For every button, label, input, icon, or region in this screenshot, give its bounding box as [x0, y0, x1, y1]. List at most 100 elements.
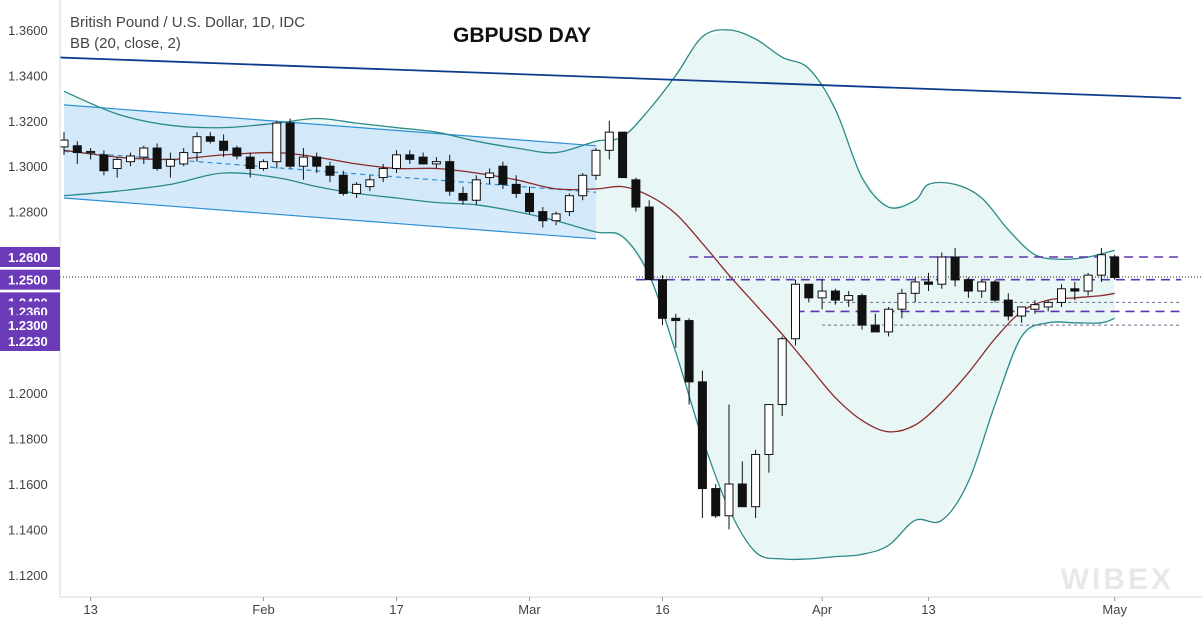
candle[interactable] — [205, 132, 215, 144]
candle[interactable] — [684, 318, 694, 405]
candle[interactable] — [777, 336, 787, 416]
candle[interactable] — [551, 211, 561, 226]
candle[interactable] — [485, 168, 495, 185]
candle[interactable] — [618, 131, 628, 179]
candle[interactable] — [165, 152, 175, 178]
candle[interactable] — [937, 252, 947, 289]
candle[interactable] — [245, 152, 255, 178]
candle[interactable] — [392, 150, 401, 174]
candle-body — [59, 139, 69, 148]
candle[interactable] — [232, 145, 242, 160]
candle[interactable] — [1003, 293, 1013, 321]
candle-body — [365, 179, 375, 188]
time-tick-label: 17 — [389, 602, 403, 617]
price-tag[interactable]: 1.2600 — [0, 247, 60, 267]
candle-body — [591, 149, 601, 176]
candle[interactable] — [977, 279, 987, 298]
candle[interactable] — [1096, 247, 1106, 282]
candle[interactable] — [870, 313, 880, 333]
candle[interactable] — [112, 157, 122, 178]
price-tag-bg — [0, 269, 60, 290]
candle[interactable] — [445, 154, 455, 196]
candle-body — [977, 281, 987, 292]
candle[interactable] — [724, 404, 734, 530]
candle[interactable] — [1083, 272, 1093, 296]
price-tag[interactable]: 1.2300 — [0, 315, 60, 336]
time-axis[interactable]: 13 Feb 17 Mar 16 Apr 13 May — [60, 596, 1202, 625]
price-tag[interactable]: 1.2500 — [0, 269, 60, 290]
candle[interactable] — [737, 461, 747, 508]
candle[interactable] — [830, 288, 840, 305]
candle[interactable] — [126, 152, 135, 167]
candle[interactable] — [431, 157, 441, 169]
candle[interactable] — [764, 404, 774, 473]
price-tick-label: 1.2000 — [8, 386, 48, 401]
candle[interactable] — [1110, 254, 1120, 280]
candle-body — [165, 158, 175, 167]
candle[interactable] — [671, 313, 681, 348]
candle[interactable] — [312, 152, 322, 174]
candle-body — [445, 161, 455, 192]
candle[interactable] — [285, 118, 295, 169]
candle[interactable] — [525, 186, 534, 214]
candle-body — [618, 131, 628, 179]
price-tag[interactable]: 1.2230 — [0, 330, 60, 351]
candle[interactable] — [352, 182, 362, 198]
candle[interactable] — [591, 148, 601, 180]
candle[interactable] — [365, 175, 375, 192]
candle[interactable] — [1070, 281, 1080, 301]
candle[interactable] — [697, 370, 707, 519]
candle[interactable] — [1030, 300, 1040, 314]
candle[interactable] — [604, 120, 614, 160]
candle[interactable] — [1017, 306, 1027, 323]
candle[interactable] — [325, 161, 335, 183]
candle[interactable] — [897, 288, 907, 319]
candle[interactable] — [644, 200, 654, 281]
candle[interactable] — [791, 279, 800, 346]
candle[interactable] — [405, 150, 415, 164]
price-tick-label: 1.1200 — [8, 568, 48, 583]
candle[interactable] — [152, 143, 162, 171]
candle[interactable] — [298, 148, 308, 180]
candle[interactable] — [538, 207, 548, 228]
candle[interactable] — [564, 193, 574, 217]
candle[interactable] — [259, 159, 268, 171]
candle[interactable] — [884, 306, 894, 337]
candle[interactable] — [711, 484, 721, 519]
candle[interactable] — [950, 247, 960, 287]
candle[interactable] — [817, 279, 827, 310]
candle[interactable] — [139, 145, 149, 164]
candle[interactable] — [338, 170, 348, 196]
candle[interactable] — [631, 177, 641, 212]
candle[interactable] — [990, 279, 1000, 303]
candle[interactable] — [924, 272, 933, 292]
candle[interactable] — [658, 275, 667, 326]
candle[interactable] — [578, 173, 588, 201]
candle[interactable] — [72, 141, 82, 164]
candles[interactable] — [59, 118, 1120, 530]
candle[interactable] — [804, 283, 814, 303]
candle-body — [139, 147, 149, 158]
price-axis[interactable]: 1.3600 1.3400 1.3200 1.3000 1.2800 1.2000 1.18… — [0, 0, 61, 625]
candle[interactable] — [179, 148, 189, 167]
candle[interactable] — [272, 120, 282, 169]
candle[interactable] — [963, 277, 973, 298]
candle-body — [325, 165, 335, 176]
candle[interactable] — [844, 291, 854, 307]
candle[interactable] — [99, 150, 109, 176]
candle[interactable] — [910, 277, 920, 303]
candle[interactable] — [418, 152, 428, 165]
candle[interactable] — [511, 175, 521, 198]
candle[interactable] — [458, 186, 468, 205]
candle[interactable] — [86, 148, 96, 160]
candle[interactable] — [219, 134, 229, 158]
candle[interactable] — [498, 161, 508, 189]
candle[interactable] — [751, 449, 761, 519]
candle[interactable] — [1057, 284, 1066, 307]
candle[interactable] — [192, 132, 202, 162]
candle[interactable] — [857, 293, 867, 330]
candle[interactable] — [471, 175, 481, 205]
candle[interactable] — [1043, 300, 1053, 312]
candle[interactable] — [378, 163, 388, 183]
